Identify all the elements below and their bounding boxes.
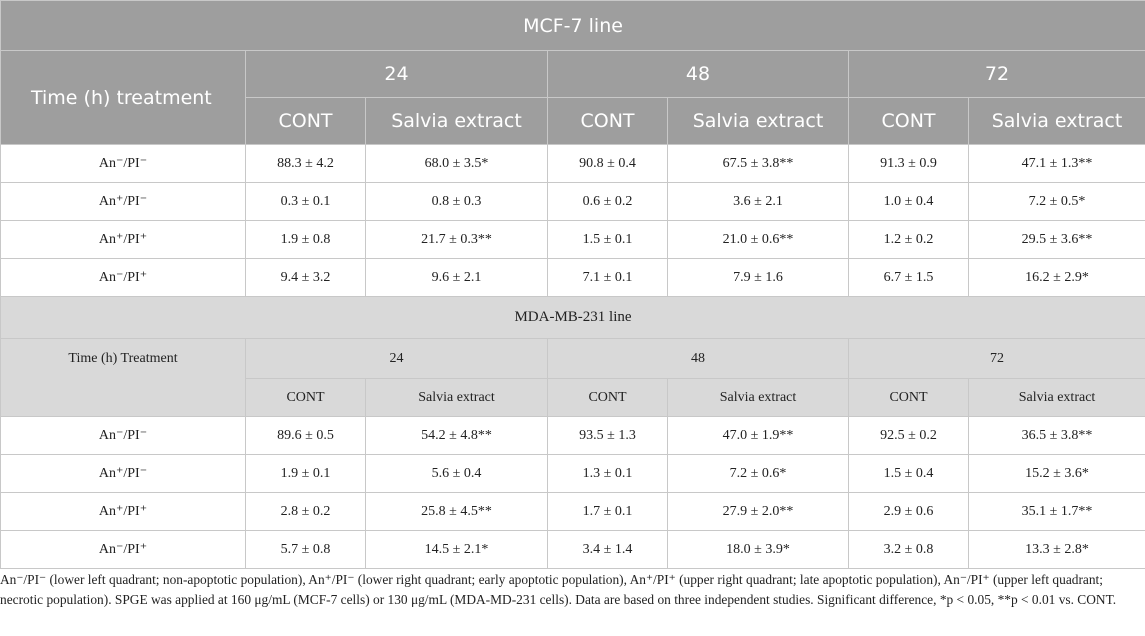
subheader: CONT xyxy=(547,97,668,145)
cell: 0.8 ± 0.3 xyxy=(365,182,548,221)
cell: 35.1 ± 1.7** xyxy=(967,492,1145,531)
header-label: Time (h) Treatment xyxy=(0,338,246,417)
cell: 1.7 ± 0.1 xyxy=(547,492,668,531)
data-row: An⁺/PI⁺ 2.8 ± 0.2 25.8 ± 4.5** 1.7 ± 0.1 27.… xyxy=(0,492,1145,531)
data-row: An⁻/PI⁻ 89.6 ± 0.5 54.2 ± 4.8** 93.5 ± 1.3 4… xyxy=(0,416,1145,455)
subheader: CONT xyxy=(547,378,668,417)
row-label: An⁻/PI⁻ xyxy=(0,416,246,455)
cell: 13.3 ± 2.8* xyxy=(967,530,1145,569)
data-row: An⁻/PI⁻ 88.3 ± 4.2 68.0 ± 3.5* 90.8 ± 0.4 67… xyxy=(0,144,1145,183)
cell: 15.2 ± 3.6* xyxy=(967,454,1145,493)
cell: 7.9 ± 1.6 xyxy=(667,258,849,297)
cell: 91.3 ± 0.9 xyxy=(848,144,969,183)
header-label: Time (h) treatment xyxy=(0,50,246,145)
subheader: Salvia extract xyxy=(365,97,548,145)
row-label: An⁻/PI⁺ xyxy=(0,530,246,569)
data-row: An⁻/PI⁺ 9.4 ± 3.2 9.6 ± 2.1 7.1 ± 0.1 7.9 ± … xyxy=(0,258,1145,297)
subheader: CONT xyxy=(245,97,366,145)
section: MDA-MB-231 line Time (h) Treatment 24 48 72 C… xyxy=(0,296,1145,569)
cell: 1.5 ± 0.1 xyxy=(547,220,668,259)
cell: 21.0 ± 0.6** xyxy=(667,220,849,259)
cell: 90.8 ± 0.4 xyxy=(547,144,668,183)
time-header: 72 xyxy=(847,50,1145,98)
row-label: An⁺/PI⁺ xyxy=(0,492,246,531)
subheader: Salvia extract xyxy=(667,378,849,417)
subheader: CONT xyxy=(848,378,969,417)
table: MCF-7 line Time (h) treatment 24 48 72 CONT Sa… xyxy=(0,0,1145,569)
subheader-row: CONT Salvia extract CONT Salvia extract CONT… xyxy=(1,97,1145,145)
cell: 2.9 ± 0.6 xyxy=(848,492,969,531)
cell: 3.4 ± 1.4 xyxy=(547,530,668,569)
cell: 25.8 ± 4.5** xyxy=(365,492,548,531)
subheader: CONT xyxy=(848,97,969,145)
subheader: Salvia extract xyxy=(365,378,548,417)
cell: 3.6 ± 2.1 xyxy=(667,182,849,221)
cell: 1.3 ± 0.1 xyxy=(547,454,668,493)
data-row: An⁺/PI⁺ 1.9 ± 0.8 21.7 ± 0.3** 1.5 ± 0.1 21.… xyxy=(0,220,1145,259)
cell: 89.6 ± 0.5 xyxy=(245,416,366,455)
cell: 36.5 ± 3.8** xyxy=(967,416,1145,455)
time-header: 72 xyxy=(847,338,1145,379)
section-title: MCF-7 line xyxy=(0,0,1145,51)
cell: 7.2 ± 0.6* xyxy=(667,454,849,493)
time-header: 48 xyxy=(547,50,849,98)
cell: 5.6 ± 0.4 xyxy=(365,454,548,493)
row-label: An⁺/PI⁻ xyxy=(0,182,246,221)
cell: 93.5 ± 1.3 xyxy=(547,416,668,455)
cell: 7.1 ± 0.1 xyxy=(547,258,668,297)
data-row: An⁻/PI⁺ 5.7 ± 0.8 14.5 ± 2.1* 3.4 ± 1.4 18.0… xyxy=(0,530,1145,569)
time-header: 48 xyxy=(547,338,849,379)
cell: 21.7 ± 0.3** xyxy=(365,220,548,259)
row-label: An⁻/PI⁺ xyxy=(0,258,246,297)
cell: 47.0 ± 1.9** xyxy=(667,416,849,455)
cell: 2.8 ± 0.2 xyxy=(245,492,366,531)
cell: 0.6 ± 0.2 xyxy=(547,182,668,221)
row-label: An⁺/PI⁺ xyxy=(0,220,246,259)
cell: 7.2 ± 0.5* xyxy=(967,182,1145,221)
cell: 0.3 ± 0.1 xyxy=(245,182,366,221)
data-row: An⁺/PI⁻ 0.3 ± 0.1 0.8 ± 0.3 0.6 ± 0.2 3.6 ± … xyxy=(0,182,1145,221)
subheader: Salvia extract xyxy=(967,378,1145,417)
subheader: Salvia extract xyxy=(667,97,849,145)
cell: 54.2 ± 4.8** xyxy=(365,416,548,455)
cell: 88.3 ± 4.2 xyxy=(245,144,366,183)
cell: 9.4 ± 3.2 xyxy=(245,258,366,297)
data-row: An⁺/PI⁻ 1.9 ± 0.1 5.6 ± 0.4 1.3 ± 0.1 7.2 ± … xyxy=(0,454,1145,493)
cell: 47.1 ± 1.3** xyxy=(967,144,1145,183)
header-row: Time (h) Treatment 24 48 72 xyxy=(0,338,1145,417)
row-label: An⁺/PI⁻ xyxy=(0,454,246,493)
section: MCF-7 line Time (h) treatment 24 48 72 CONT Sa… xyxy=(0,0,1145,297)
cell: 29.5 ± 3.6** xyxy=(967,220,1145,259)
subheader-row: CONT Salvia extract CONT Salvia extract CONT… xyxy=(1,378,1145,417)
cell: 5.7 ± 0.8 xyxy=(245,530,366,569)
cell: 16.2 ± 2.9* xyxy=(967,258,1145,297)
cell: 1.0 ± 0.4 xyxy=(848,182,969,221)
section-title: MDA-MB-231 line xyxy=(0,296,1145,339)
cell: 1.9 ± 0.8 xyxy=(245,220,366,259)
row-label: An⁻/PI⁻ xyxy=(0,144,246,183)
header-row: Time (h) treatment 24 48 72 xyxy=(0,50,1145,145)
title-row: MCF-7 line xyxy=(0,0,1145,51)
cell: 92.5 ± 0.2 xyxy=(848,416,969,455)
subheader: Salvia extract xyxy=(967,97,1145,145)
time-header: 24 xyxy=(245,338,548,379)
cell: 3.2 ± 0.8 xyxy=(848,530,969,569)
cell: 6.7 ± 1.5 xyxy=(848,258,969,297)
footnote: An⁻/PI⁻ (lower left quadrant; non-apopto… xyxy=(0,572,1117,607)
cell: 27.9 ± 2.0** xyxy=(667,492,849,531)
cell: 1.2 ± 0.2 xyxy=(848,220,969,259)
cell: 9.6 ± 2.1 xyxy=(365,258,548,297)
title-row: MDA-MB-231 line xyxy=(0,296,1145,339)
cell: 18.0 ± 3.9* xyxy=(667,530,849,569)
cell: 14.5 ± 2.1* xyxy=(365,530,548,569)
subheader: CONT xyxy=(245,378,366,417)
cell: 1.5 ± 0.4 xyxy=(848,454,969,493)
cell: 68.0 ± 3.5* xyxy=(365,144,548,183)
cell: 67.5 ± 3.8** xyxy=(667,144,849,183)
time-header: 24 xyxy=(245,50,548,98)
cell: 1.9 ± 0.1 xyxy=(245,454,366,493)
